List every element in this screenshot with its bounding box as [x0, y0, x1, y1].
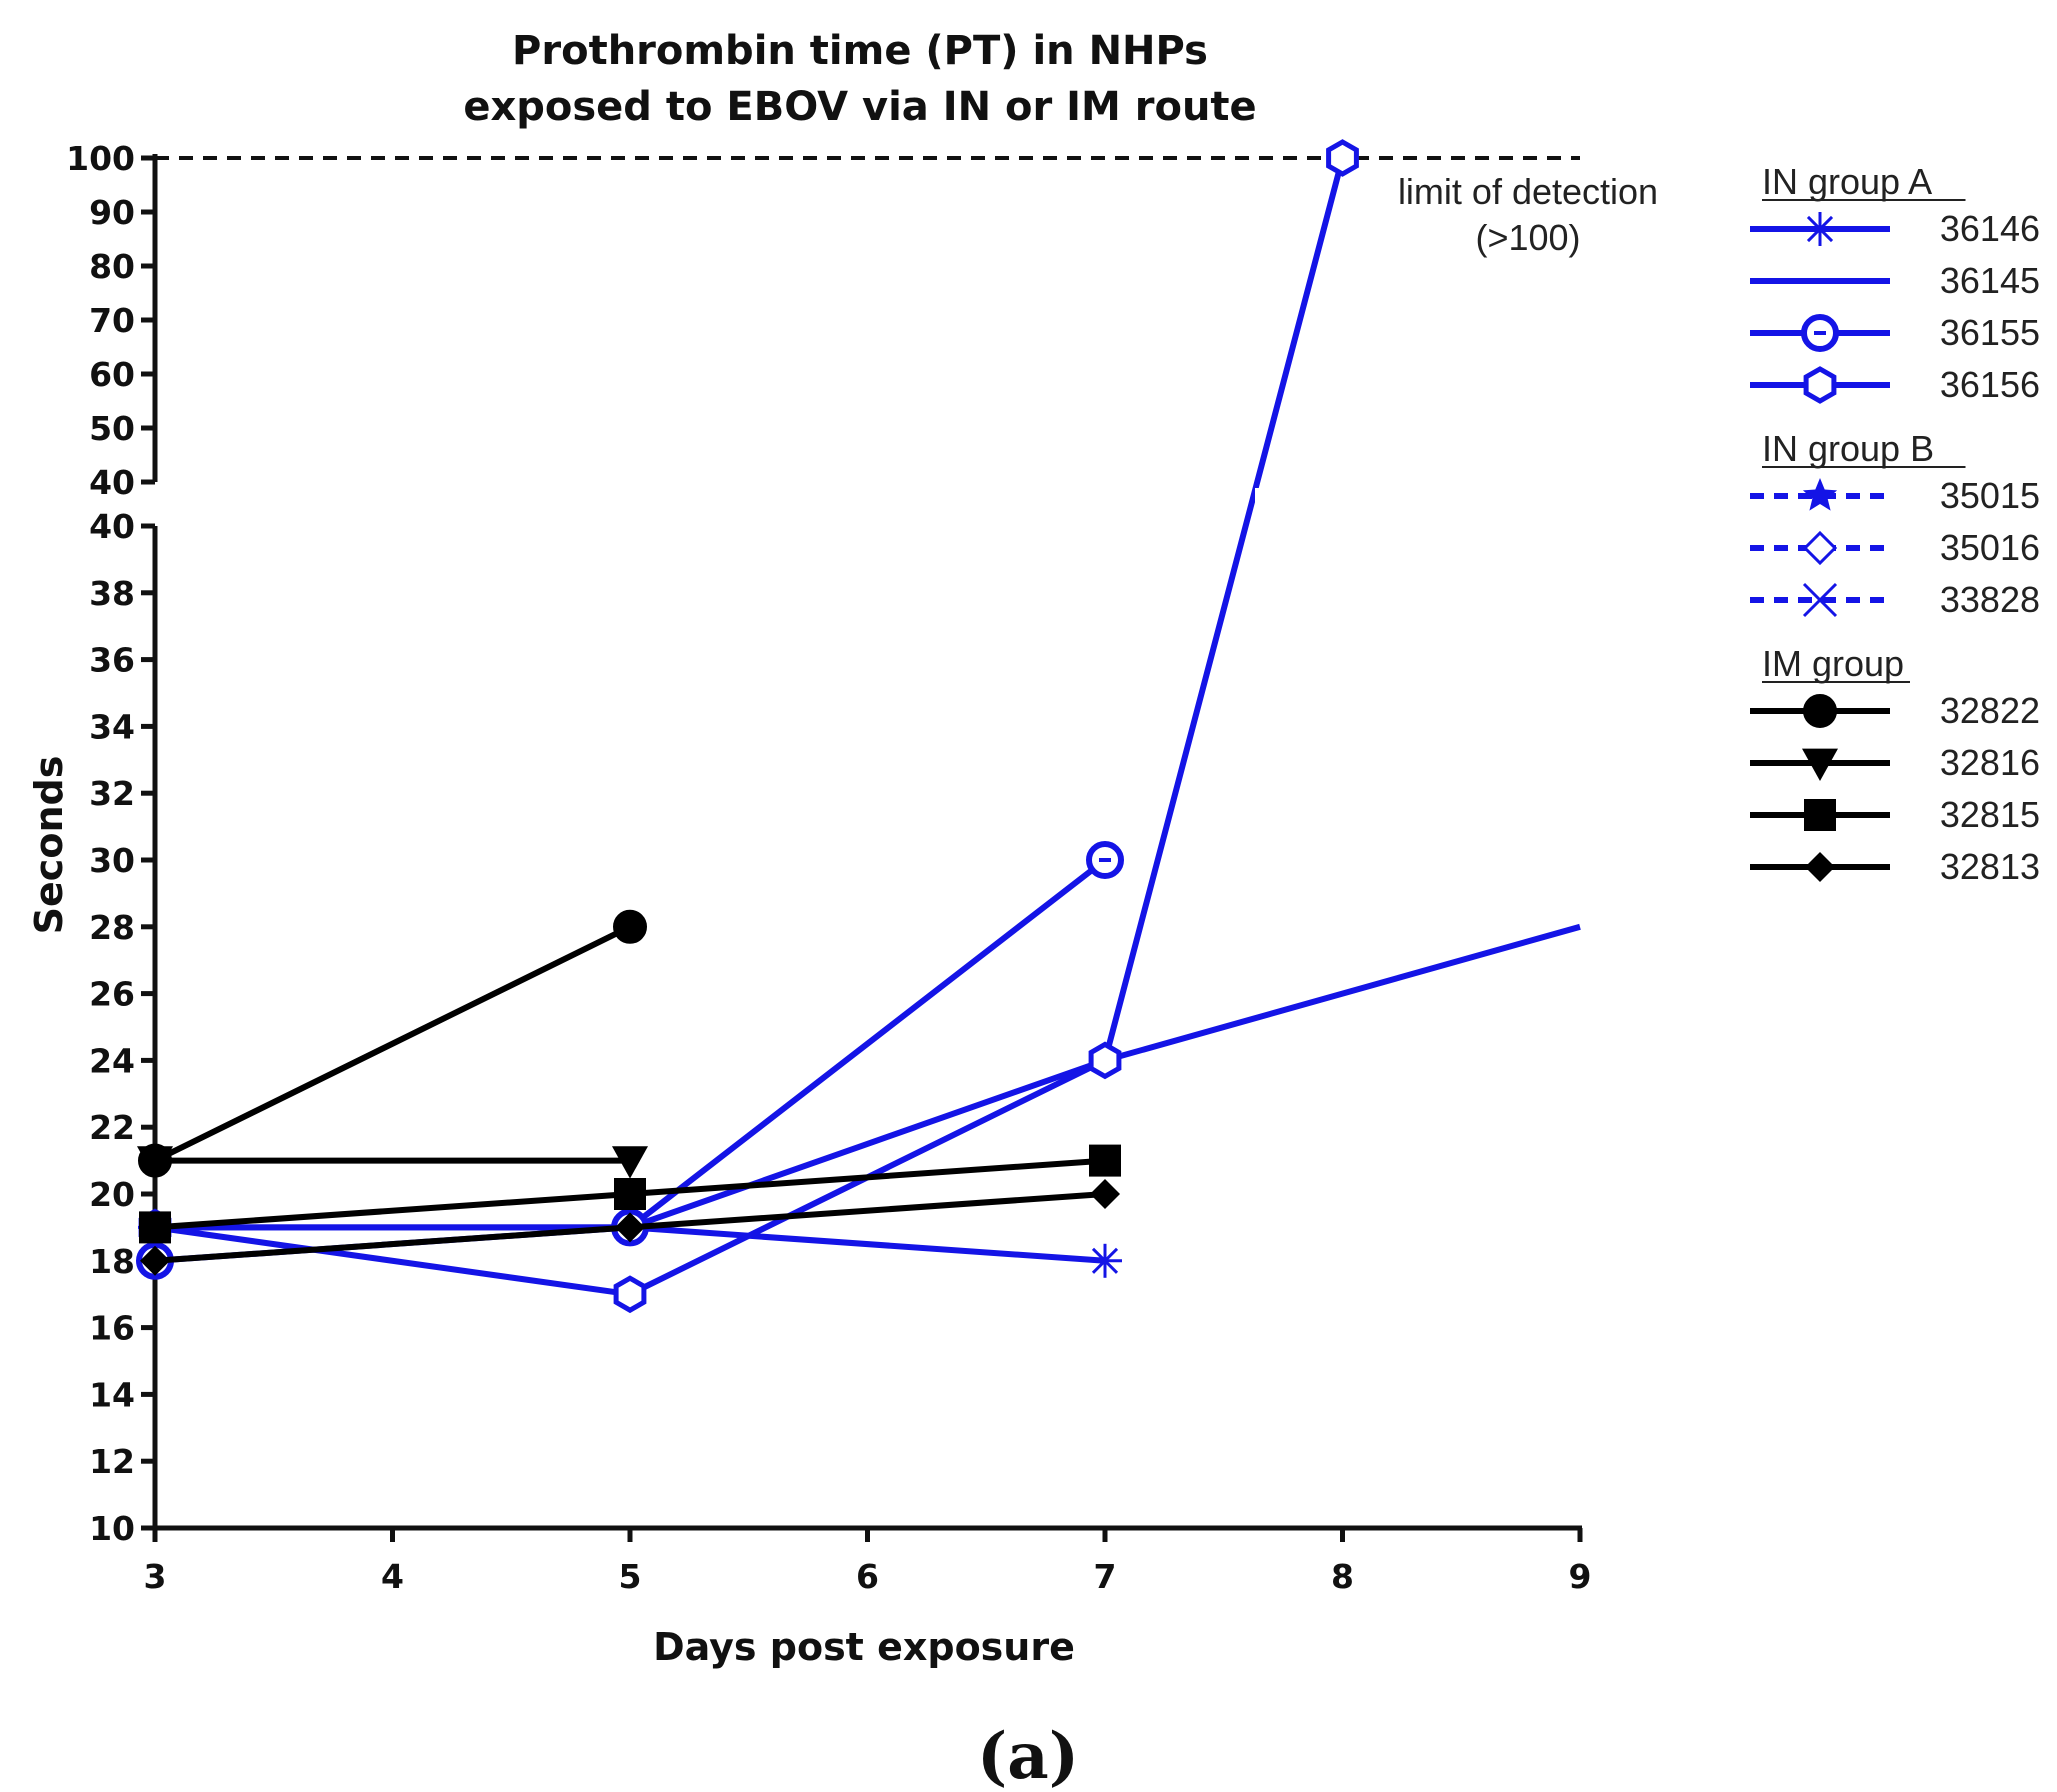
y-lower-tick-label: 12	[89, 1442, 135, 1481]
x-tick-label: 9	[1569, 1557, 1592, 1596]
marker-triangle-down	[137, 1146, 173, 1179]
y-upper-tick-label: 70	[89, 301, 135, 340]
legend-group-title: IM group	[1762, 643, 1904, 684]
marker-diamond	[1805, 852, 1835, 882]
series-line-36145	[155, 923, 1581, 1231]
y-lower-tick-label: 40	[89, 507, 135, 546]
series-32813	[140, 1179, 1120, 1276]
marker-hexagon-open	[613, 1275, 647, 1314]
y-lower-tick-label: 18	[89, 1242, 135, 1281]
legend-label-35015: 35015	[1940, 475, 2040, 516]
limit-label-line-2: (>100)	[1475, 217, 1580, 258]
marker-star	[1802, 478, 1838, 511]
marker-hexagon-open	[1326, 139, 1359, 177]
marker-circle	[1803, 694, 1837, 728]
axes-layer: 40 50 60 70 80 90 100 10 12 14 16 18 20 22 24 26 28 30 32 3…	[66, 139, 1591, 1596]
marker-square	[1804, 799, 1836, 831]
chart-title-line-1: Prothrombin time (PT) in NHPs	[512, 28, 1208, 74]
series-32816	[137, 1146, 648, 1179]
x-tick-label: 6	[856, 1557, 879, 1596]
y-upper-tick-label: 40	[89, 463, 135, 502]
marker-square	[614, 1178, 646, 1210]
y-lower-tick-label: 20	[89, 1175, 135, 1214]
legend-label-35016: 35016	[1940, 527, 2040, 568]
y-upper-tick-label: 60	[89, 355, 135, 394]
series-36145	[155, 923, 1581, 1231]
y-lower-tick-label: 36	[89, 641, 135, 680]
series-layer	[136, 139, 1581, 1314]
marker-diamond	[140, 1245, 170, 1276]
y-lower-tick-label: 38	[89, 574, 135, 613]
y-upper-tick-label: 80	[89, 247, 135, 286]
y-lower-tick-label: 30	[89, 841, 135, 880]
series-32815	[139, 1144, 1121, 1244]
marker-asterisk-stroke	[1091, 1247, 1119, 1274]
series-line-36156	[154, 157, 1346, 1298]
x-tick-label: 4	[381, 1557, 404, 1596]
x-tick-label: 5	[619, 1557, 642, 1596]
y-lower-tick-label: 24	[89, 1041, 135, 1080]
marker-triangle-down	[612, 1146, 648, 1179]
marker-x-stroke	[1802, 582, 1838, 618]
marker-asterisk-stroke	[1806, 215, 1834, 243]
marker-diamond	[615, 1212, 645, 1243]
legend-group-title: IN group A	[1762, 161, 1932, 202]
y-lower-tick-label: 10	[89, 1509, 135, 1548]
marker-square	[139, 1211, 171, 1244]
marker-hexagon-open	[1088, 1041, 1122, 1080]
y-lower-tick-label: 34	[89, 707, 135, 746]
legend-label-36155: 36155	[1940, 312, 2040, 353]
chart-title-line-2: exposed to EBOV via IN or IM route	[463, 84, 1256, 130]
x-axis-label: Days post exposure	[653, 1625, 1075, 1669]
legend-label-32813: 32813	[1940, 846, 2040, 887]
marker-diamond	[1090, 1179, 1120, 1209]
legend-label-32815: 32815	[1940, 794, 2040, 835]
marker-diamond-open	[1802, 530, 1838, 566]
series-32822	[138, 909, 647, 1178]
marker-circle	[613, 909, 647, 944]
y-axis-label: Seconds	[27, 756, 71, 935]
marker-triangle-down	[1802, 748, 1838, 781]
legend-label-32816: 32816	[1940, 742, 2040, 783]
x-tick-label: 7	[1094, 1557, 1117, 1596]
y-lower-tick-label: 22	[89, 1108, 135, 1147]
legend-label-36145: 36145	[1940, 260, 2040, 301]
legend-group-title: IN group B	[1762, 428, 1934, 469]
y-upper-tick-label: 90	[89, 193, 135, 232]
legend-label-33828: 33828	[1940, 579, 2040, 620]
y-lower-tick-label: 32	[89, 774, 135, 813]
limit-label-line-1: limit of detection	[1398, 171, 1658, 212]
figure-caption: (a)	[977, 1719, 1079, 1792]
legend-label-36156: 36156	[1940, 364, 2040, 405]
series-36155	[136, 841, 1124, 1280]
legend-label-36146: 36146	[1940, 208, 2040, 249]
marker-square	[1089, 1144, 1121, 1177]
x-tick-label: 8	[1331, 1557, 1354, 1596]
y-upper-tick-label: 50	[89, 409, 135, 448]
axis-break-gap	[1255, 488, 1375, 520]
series-line-32822	[153, 924, 632, 1164]
x-tick-label: 3	[144, 1557, 167, 1596]
y-lower-tick-label: 16	[89, 1309, 135, 1348]
marker-hexagon-open	[1803, 366, 1837, 404]
y-lower-tick-label: 14	[89, 1375, 135, 1414]
y-upper-tick-label: 100	[66, 139, 135, 178]
legend-label-32822: 32822	[1940, 690, 2040, 731]
y-lower-tick-label: 26	[89, 975, 135, 1014]
y-lower-tick-label: 28	[89, 908, 135, 947]
